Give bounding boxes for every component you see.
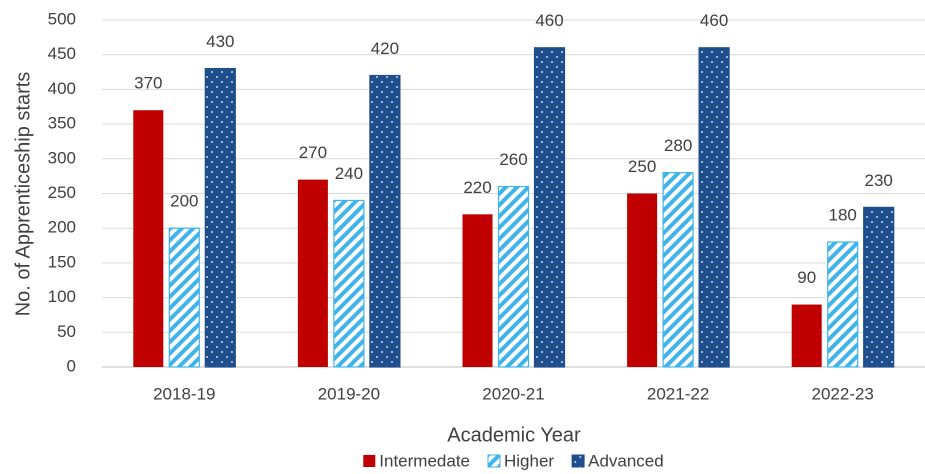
data-label: 460 [700,11,728,30]
x-tick-label: 2019-20 [318,384,380,403]
bar [863,206,895,368]
data-label: 220 [463,178,491,197]
legend-swatch [363,455,376,467]
y-tick-label: 300 [48,148,76,167]
y-tick-label: 100 [48,287,76,306]
legend: Intermedate Higher Advanced [363,451,664,470]
data-label: 200 [170,192,198,211]
data-label: 280 [664,136,692,155]
bar [827,241,859,368]
y-axis-title: No. of Apprenticeship starts [12,72,34,317]
data-label: 460 [535,11,563,30]
y-tick-label: 200 [48,218,76,237]
y-tick-label: 500 [48,9,76,28]
x-tick-label: 2021-22 [647,384,709,403]
y-tick-label: 150 [48,252,76,271]
data-label: 180 [829,206,857,225]
x-axis-title: Academic Year [447,424,581,446]
y-tick-label: 250 [48,183,76,202]
data-label: 430 [206,32,234,51]
x-tick-label: 2018-19 [153,384,215,403]
bar [133,110,164,367]
bar [627,193,658,367]
data-label: 260 [499,150,527,169]
y-tick-label: 350 [48,114,76,133]
legend-swatch [487,454,501,468]
bar [497,185,530,368]
data-label: 370 [134,74,162,93]
data-label: 230 [865,171,893,190]
legend-swatch [571,454,585,468]
bar [297,179,328,367]
legend-label: Higher [504,451,554,470]
bar [662,172,694,368]
data-label: 240 [335,164,363,183]
x-tick-label: 2020-21 [482,384,544,403]
bar [369,74,401,368]
data-label: 250 [628,157,656,176]
bar [698,47,730,368]
y-tick-label: 0 [67,356,76,375]
bar [333,199,365,368]
bar [533,47,566,368]
y-tick-label: 450 [48,44,76,63]
data-label: 420 [371,39,399,58]
data-label: 270 [299,143,327,162]
y-tick-label: 400 [48,79,76,98]
legend-label: Advanced [588,451,664,470]
bar [462,214,493,367]
bar [791,304,822,367]
bar [168,227,200,368]
data-label: 90 [797,268,816,287]
x-tick-label: 2022-23 [812,384,874,403]
legend-label: Intermedate [379,451,470,470]
y-tick-label: 50 [57,322,76,341]
bar [204,67,236,368]
